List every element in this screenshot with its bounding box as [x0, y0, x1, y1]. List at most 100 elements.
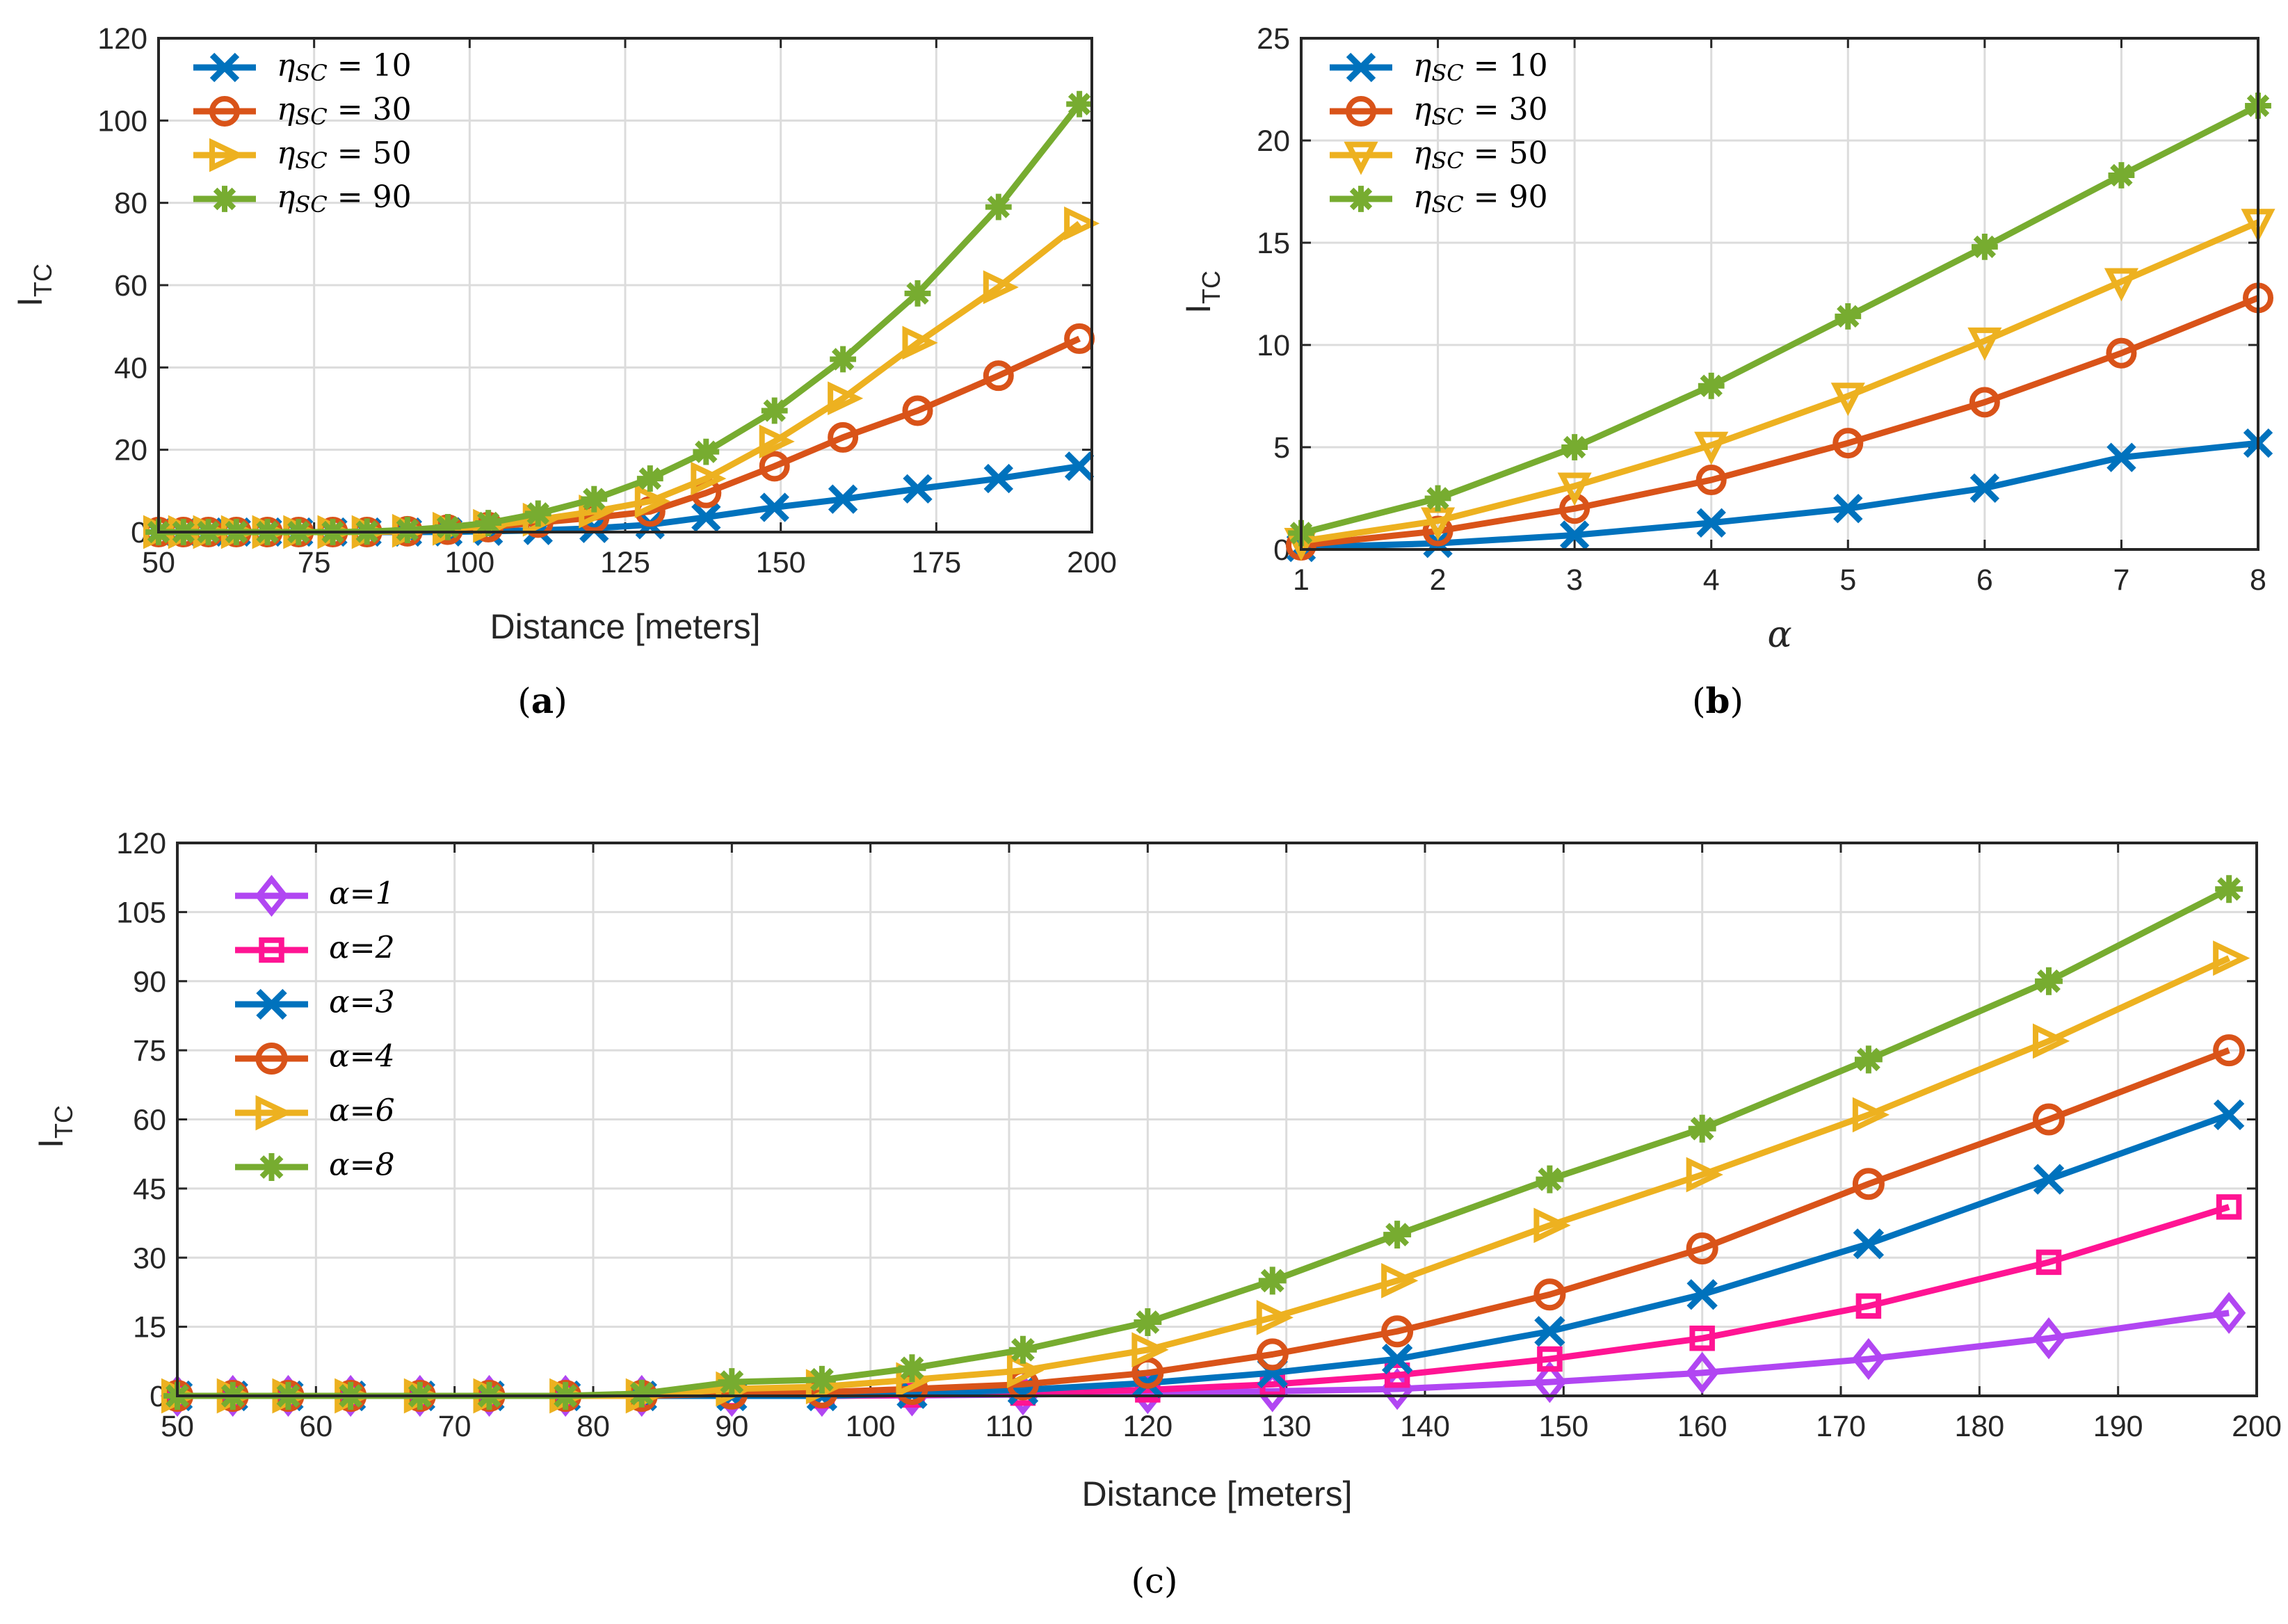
data-point [1852, 1168, 1885, 1200]
x-tick-label: 7 [2113, 563, 2129, 597]
y-tick-label: 60 [133, 1104, 166, 1137]
data-point [2108, 162, 2135, 188]
legend: ηSC = 10 ηSC = 30 ηSC = 50 ηSC = 90 [1330, 48, 1548, 218]
data-point [828, 421, 859, 453]
data-point [2215, 875, 2243, 903]
data-point [634, 484, 670, 518]
x-tick-label: 125 [600, 546, 650, 579]
data-point [1534, 1316, 1565, 1347]
x-tick-label: 60 [299, 1410, 332, 1443]
series-line [1300, 219, 2259, 545]
data-point [1381, 1315, 1414, 1348]
data-point [1686, 1157, 1723, 1193]
figure-caption: (c) [1131, 1561, 1177, 1601]
y-tick-label: 15 [1257, 227, 1290, 260]
x-tick-label: 4 [1703, 563, 1720, 597]
data-point [2106, 337, 2137, 369]
x-tick-label: 8 [2250, 563, 2266, 597]
legend-marker [255, 1095, 293, 1131]
data-point [1685, 1351, 1719, 1394]
legend-marker [1344, 141, 1378, 175]
legend-label: ηSC = 90 [277, 179, 412, 218]
data-point [1533, 1360, 1567, 1404]
y-axis-label: ITC [10, 264, 57, 307]
data-point [2213, 940, 2250, 976]
y-axis-label: ITC [31, 1105, 78, 1148]
data-point [1686, 1279, 1718, 1310]
x-tick-label: 175 [911, 546, 961, 579]
y-tick-label: 20 [114, 434, 147, 467]
data-point [1833, 494, 1863, 524]
data-point [1008, 1335, 1037, 1364]
data-point [2106, 442, 2136, 472]
x-tick-label: 5 [1839, 563, 1856, 597]
data-point [1384, 1362, 1410, 1388]
legend-marker [259, 937, 284, 963]
legend-label: ηSC = 50 [277, 136, 412, 174]
data-point [1695, 465, 1727, 496]
data-point [581, 485, 608, 513]
x-tick-label: 70 [438, 1410, 472, 1443]
data-point [983, 463, 1013, 494]
data-point [636, 465, 663, 492]
data-point [1383, 1221, 1412, 1249]
data-point [983, 360, 1014, 392]
data-point [1561, 434, 1588, 460]
data-point [691, 461, 727, 496]
legend-label: α=1 [329, 876, 395, 912]
data-point [2031, 1317, 2066, 1360]
data-point [1689, 1325, 1715, 1351]
y-tick-label: 120 [116, 827, 166, 860]
data-point [1835, 303, 1862, 330]
data-point [718, 1368, 746, 1397]
data-point [1536, 1165, 1564, 1193]
x-tick-label: 150 [756, 546, 806, 579]
series-line [1300, 295, 2259, 549]
data-point [1258, 1267, 1287, 1295]
data-point [1696, 508, 1726, 538]
data-point [1064, 451, 1095, 481]
x-axis-label: α [1767, 614, 1791, 656]
series-line [1300, 440, 2259, 551]
data-point [1424, 485, 1451, 512]
legend-label: ηSC = 10 [1413, 48, 1548, 86]
legend-marker [211, 186, 238, 212]
data-point [1851, 1337, 1885, 1381]
data-point [1533, 1278, 1566, 1311]
y-tick-label: 15 [133, 1311, 166, 1344]
data-point [983, 270, 1019, 305]
data-point [1064, 206, 1100, 241]
data-point [828, 381, 864, 416]
legend-marker [209, 138, 245, 172]
plot-frame [157, 37, 1093, 533]
x-axis-label: Distance [meters] [1081, 1474, 1352, 1513]
data-point [1698, 372, 1725, 399]
data-point [394, 517, 421, 543]
legend-label: α=4 [329, 1039, 395, 1075]
data-point [1381, 1343, 1413, 1375]
legend-label: ηSC = 50 [1413, 136, 1548, 174]
data-point [904, 280, 931, 307]
x-tick-label: 170 [1816, 1410, 1866, 1443]
legend-label: α=6 [329, 1093, 395, 1129]
data-point [903, 474, 933, 504]
data-point [1967, 327, 2002, 361]
legend-label: ηSC = 10 [277, 48, 412, 86]
y-tick-label: 45 [133, 1173, 166, 1206]
y-tick-label: 10 [1257, 329, 1290, 362]
data-point [807, 1365, 836, 1394]
data-point [898, 1354, 926, 1383]
y-tick-label: 90 [133, 965, 166, 999]
x-tick-label: 2 [1430, 563, 1447, 597]
data-point [1131, 1332, 1169, 1368]
x-tick-label: 200 [2232, 1410, 2282, 1443]
chart-panel-c: 50 60 70 80 90 100 110 120 130 140 150 160 170 180 190… [31, 827, 2282, 1601]
legend-marker [257, 1153, 286, 1181]
x-tick-label: 200 [1067, 546, 1117, 579]
legend-label: α=2 [329, 931, 395, 966]
data-point [475, 510, 502, 536]
data-point [435, 514, 461, 540]
y-tick-label: 75 [133, 1034, 166, 1068]
